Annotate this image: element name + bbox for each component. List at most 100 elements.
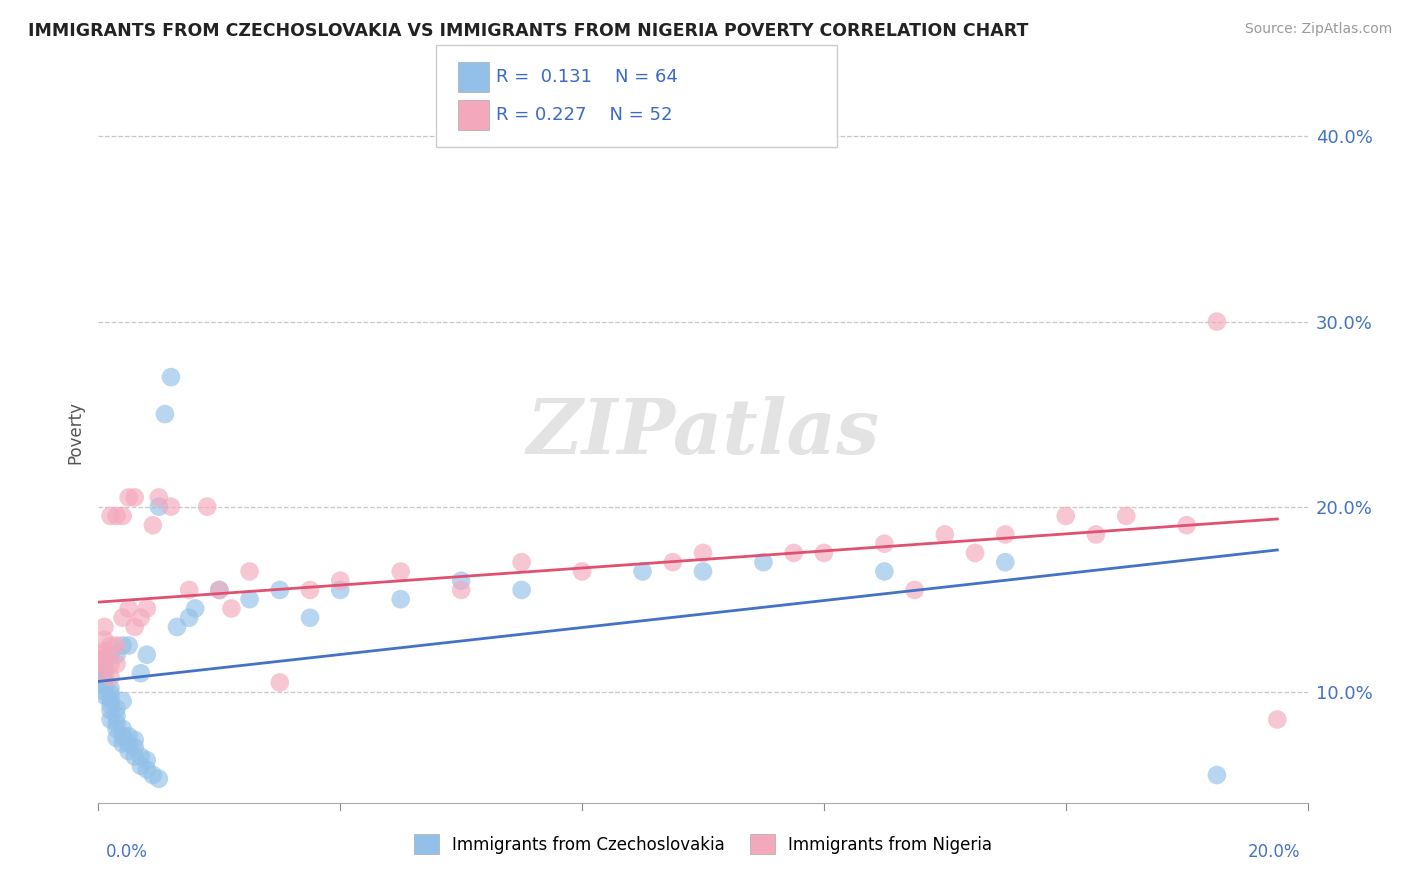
Point — [100, 713, 122, 727]
Point — [93, 672, 115, 686]
Point — [124, 620, 146, 634]
Point — [118, 491, 141, 505]
Point — [118, 737, 141, 751]
Point — [571, 565, 593, 579]
Point — [752, 555, 775, 569]
Text: R = 0.227    N = 52: R = 0.227 N = 52 — [496, 106, 673, 124]
Point — [965, 546, 987, 560]
Point — [124, 749, 146, 764]
Point — [111, 694, 134, 708]
Point — [1175, 518, 1198, 533]
Point — [934, 527, 956, 541]
Point — [118, 744, 141, 758]
Point — [450, 574, 472, 588]
Point — [124, 740, 146, 755]
Point — [105, 508, 128, 523]
Point — [105, 731, 128, 745]
Point — [195, 500, 218, 514]
Point — [160, 370, 183, 384]
Point — [510, 582, 533, 597]
Point — [1206, 314, 1229, 328]
Point — [142, 518, 165, 533]
Point — [105, 716, 128, 731]
Point — [692, 565, 714, 579]
Point — [148, 500, 170, 514]
Point — [873, 536, 896, 550]
Point — [904, 582, 927, 597]
Point — [93, 661, 115, 675]
Point — [135, 763, 157, 777]
Point — [208, 582, 231, 597]
Point — [142, 768, 165, 782]
Point — [450, 582, 472, 597]
Point — [100, 681, 122, 695]
Point — [87, 657, 110, 671]
Point — [994, 527, 1017, 541]
Point — [153, 407, 176, 421]
Text: R =  0.131    N = 64: R = 0.131 N = 64 — [496, 68, 678, 86]
Point — [87, 670, 110, 684]
Point — [100, 703, 122, 717]
Point — [100, 698, 122, 712]
Point — [93, 651, 115, 665]
Point — [129, 758, 152, 772]
Point — [329, 582, 352, 597]
Point — [105, 701, 128, 715]
Point — [299, 582, 322, 597]
Point — [100, 508, 122, 523]
Point — [129, 610, 152, 624]
Point — [221, 601, 243, 615]
Point — [111, 722, 134, 736]
Point — [100, 648, 122, 662]
Point — [100, 687, 122, 701]
Point — [184, 601, 207, 615]
Point — [93, 689, 115, 703]
Point — [239, 592, 262, 607]
Point — [100, 657, 122, 671]
Point — [124, 491, 146, 505]
Point — [166, 620, 188, 634]
Point — [87, 648, 110, 662]
Point — [93, 651, 115, 665]
Point — [93, 679, 115, 693]
Point — [93, 685, 115, 699]
Text: IMMIGRANTS FROM CZECHOSLOVAKIA VS IMMIGRANTS FROM NIGERIA POVERTY CORRELATION CH: IMMIGRANTS FROM CZECHOSLOVAKIA VS IMMIGR… — [28, 22, 1029, 40]
Point — [105, 657, 128, 671]
Point — [111, 639, 134, 653]
Point — [93, 666, 115, 681]
Point — [389, 565, 412, 579]
Point — [692, 546, 714, 560]
Point — [105, 708, 128, 723]
Point — [129, 666, 152, 681]
Legend: Immigrants from Czechoslovakia, Immigrants from Nigeria: Immigrants from Czechoslovakia, Immigran… — [408, 828, 998, 861]
Point — [100, 670, 122, 684]
Point — [105, 648, 128, 662]
Point — [129, 749, 152, 764]
Point — [661, 555, 683, 569]
Point — [135, 601, 157, 615]
Point — [813, 546, 835, 560]
Text: ZIPatlas: ZIPatlas — [526, 396, 880, 469]
Text: 20.0%: 20.0% — [1249, 843, 1301, 861]
Point — [93, 657, 115, 671]
Point — [1267, 713, 1289, 727]
Point — [329, 574, 352, 588]
Y-axis label: Poverty: Poverty — [66, 401, 84, 464]
Point — [93, 666, 115, 681]
Point — [105, 722, 128, 736]
Point — [118, 601, 141, 615]
Point — [118, 729, 141, 743]
Point — [179, 610, 201, 624]
Point — [118, 639, 141, 653]
Point — [111, 610, 134, 624]
Text: 0.0%: 0.0% — [105, 843, 148, 861]
Point — [783, 546, 806, 560]
Point — [994, 555, 1017, 569]
Text: Source: ZipAtlas.com: Source: ZipAtlas.com — [1244, 22, 1392, 37]
Point — [1054, 508, 1077, 523]
Point — [148, 772, 170, 786]
Point — [208, 582, 231, 597]
Point — [93, 644, 115, 658]
Point — [93, 632, 115, 647]
Point — [87, 675, 110, 690]
